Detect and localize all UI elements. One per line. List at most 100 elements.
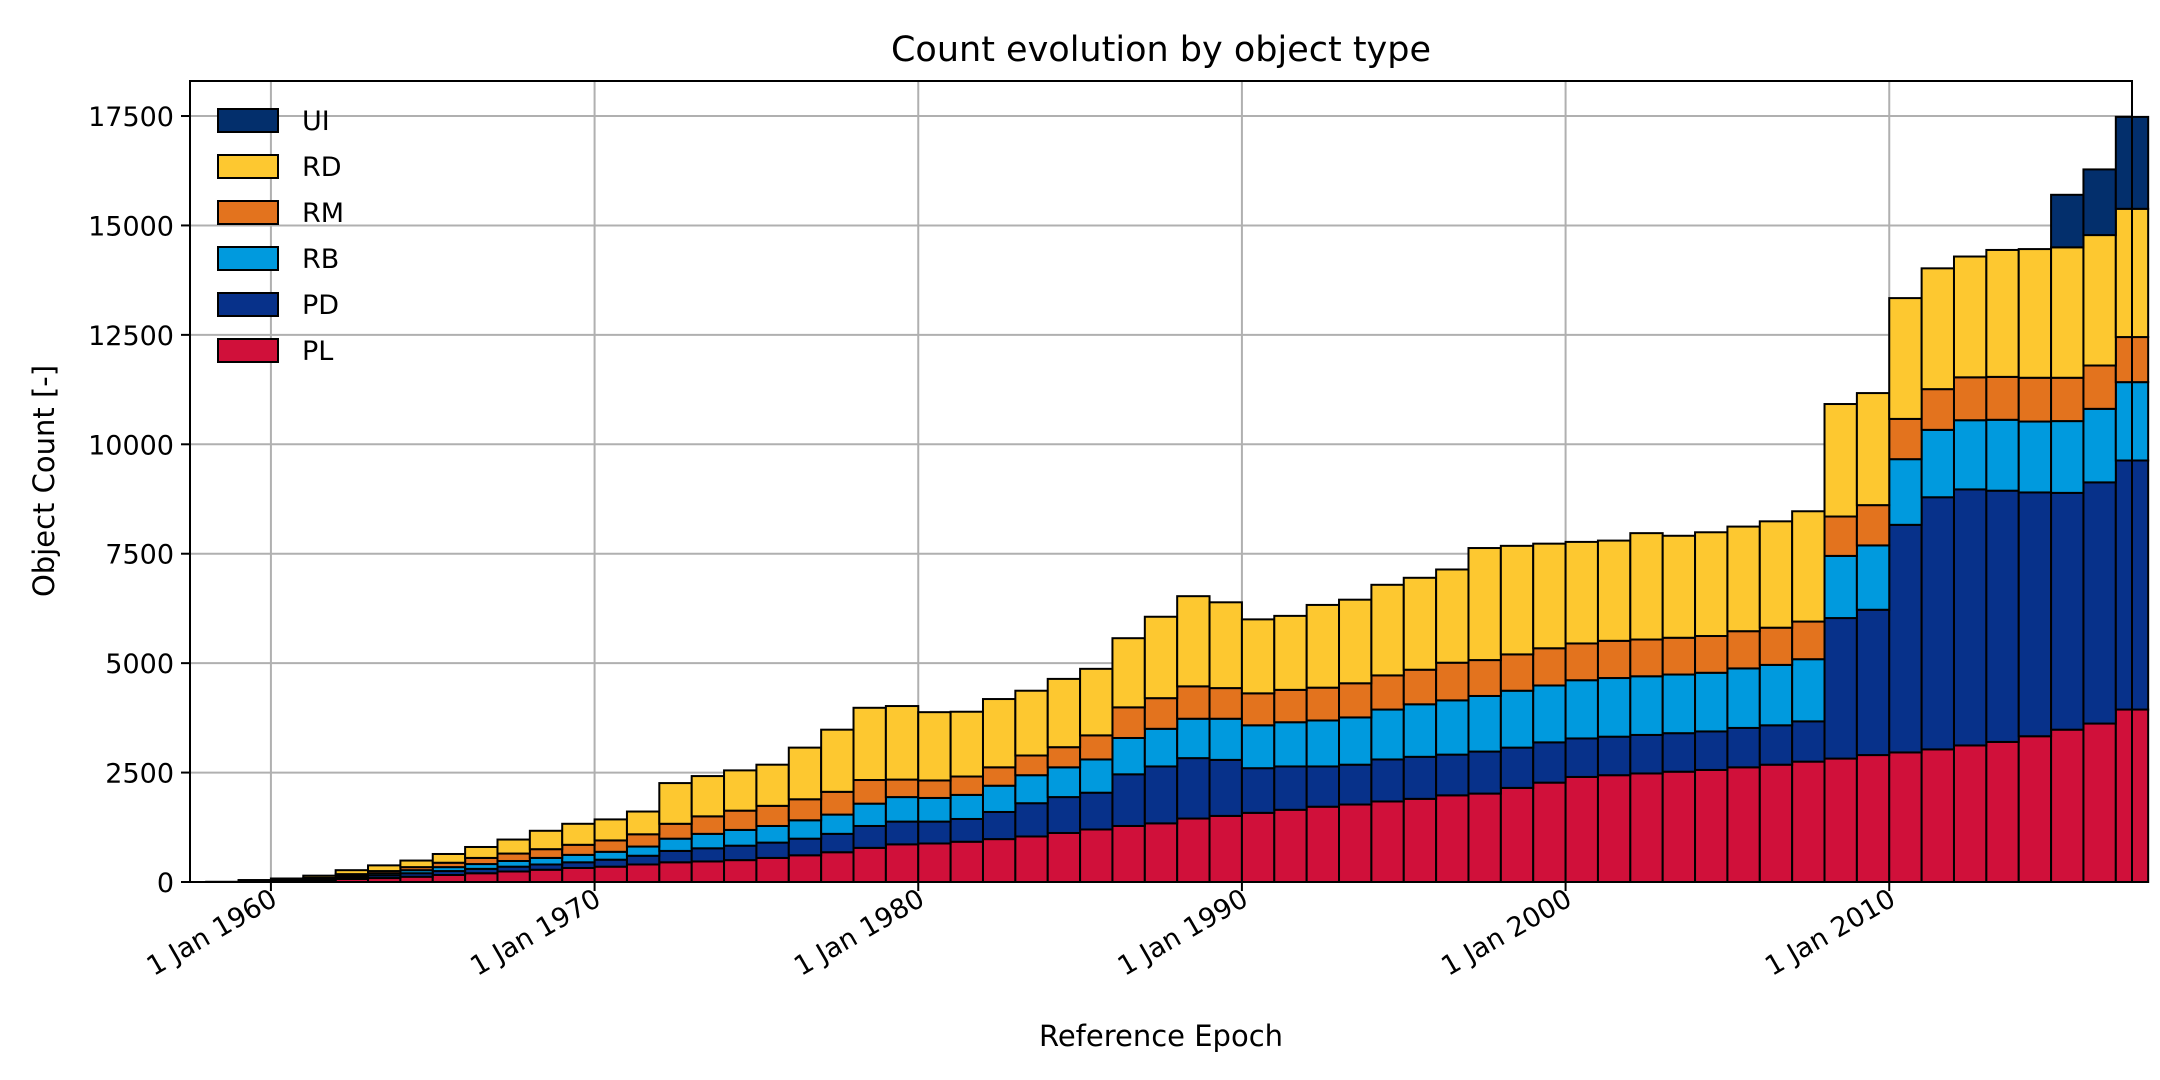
bar-segment-RB bbox=[1920, 428, 1955, 499]
plot-frame bbox=[189, 80, 2133, 883]
bar-segment-PL bbox=[690, 860, 726, 883]
bar-segment-RM bbox=[1920, 388, 1955, 431]
bar-segment-RD bbox=[1370, 583, 1405, 677]
bar-segment-RD bbox=[464, 845, 499, 859]
bar-segment-RM bbox=[1305, 686, 1341, 722]
bar-segment-PD bbox=[1111, 773, 1146, 827]
bar-segment-RB bbox=[658, 837, 693, 852]
bar-segment-PD bbox=[1370, 758, 1405, 803]
bar-segment-PL bbox=[464, 872, 499, 884]
y-tick-label: 15000 bbox=[88, 211, 174, 242]
bar-segment-RD bbox=[561, 822, 596, 846]
bar-segment-RB bbox=[1338, 716, 1373, 766]
bar-segment-PD bbox=[1532, 741, 1567, 784]
bar-segment-RB bbox=[561, 853, 596, 864]
bar-segment-RB bbox=[1952, 419, 1988, 491]
bar-segment-RM bbox=[1467, 659, 1502, 697]
bar-segment-PD bbox=[1694, 730, 1729, 771]
legend-item-UI: UI bbox=[217, 106, 330, 137]
bar-segment-RB bbox=[723, 828, 758, 847]
bar-segment-RB bbox=[625, 845, 661, 857]
bar-segment-RB bbox=[1855, 544, 1891, 611]
bar-segment-RM bbox=[884, 778, 920, 799]
bar-segment-RB bbox=[1176, 717, 1211, 760]
bar-segment-PL bbox=[949, 840, 984, 883]
bar-segment-PL bbox=[884, 843, 920, 883]
bar-segment-RM bbox=[1014, 754, 1049, 777]
bar-segment-RD bbox=[334, 869, 370, 876]
bar-segment-PD bbox=[949, 817, 984, 843]
bar-segment-RM bbox=[1435, 661, 1470, 702]
bar-segment-RM bbox=[949, 775, 984, 796]
bar-segment-RD bbox=[1208, 601, 1243, 690]
bar-segment-RD bbox=[1467, 547, 1502, 662]
bar-segment-PD bbox=[1596, 735, 1632, 777]
y-tick-label: 17500 bbox=[88, 102, 174, 133]
x-axis-label: Reference Epoch bbox=[1039, 1019, 1283, 1053]
bar-segment-PD bbox=[1143, 765, 1179, 825]
bar-segment-RM bbox=[981, 766, 1017, 787]
bar-segment-PD bbox=[787, 837, 823, 857]
bar-segment-RM bbox=[1046, 746, 1082, 769]
y-axis: 0 2500 5000 7500 10000 12500 15000 17500 bbox=[88, 102, 190, 899]
bar-segment-PD bbox=[1467, 750, 1502, 795]
bar-segment-PL bbox=[1143, 822, 1179, 883]
x-tick-label: 1 Jan 2010 bbox=[1760, 883, 1901, 982]
bar-segment-RD bbox=[2017, 248, 2053, 379]
bar-segment-RM bbox=[1499, 653, 1535, 692]
bar-segment-RM bbox=[1952, 376, 1988, 422]
bar-segment-RD bbox=[723, 769, 758, 812]
bar-segment-PD bbox=[820, 832, 855, 854]
bar-segment-RM bbox=[1823, 515, 1858, 557]
bar-segment-RM bbox=[1143, 697, 1179, 730]
bar-segment-PL bbox=[981, 838, 1017, 883]
bar-segment-PL bbox=[1240, 811, 1276, 884]
bar-segment-PD bbox=[1564, 737, 1599, 778]
bar-segment-RD bbox=[1726, 525, 1761, 633]
series-RD bbox=[237, 207, 2150, 882]
legend-swatch bbox=[217, 246, 279, 271]
bar-segment-RD bbox=[1305, 603, 1341, 689]
bar-segment-PD bbox=[1985, 489, 2020, 743]
legend-label: RB bbox=[302, 244, 339, 275]
bar-segment-RB bbox=[1273, 721, 1308, 768]
bar-segment-PD bbox=[2017, 491, 2053, 738]
bar-segment-PD bbox=[1758, 724, 1794, 766]
bar-segment-PD bbox=[593, 858, 628, 868]
bar-segment-RD bbox=[496, 838, 531, 855]
bar-segment-RD bbox=[1564, 540, 1599, 645]
bar-segment-RD bbox=[787, 746, 823, 801]
bar-segment-RB bbox=[1370, 708, 1405, 761]
bar-segment-RB bbox=[1467, 694, 1502, 753]
bar-segment-RB bbox=[1305, 719, 1341, 768]
bar-segment-RD bbox=[237, 879, 272, 882]
bar-segment-PL bbox=[1758, 763, 1794, 883]
bar-segment-RM bbox=[1564, 642, 1599, 682]
bar-segment-PL bbox=[1596, 774, 1632, 884]
bar-segment-RD bbox=[1014, 689, 1049, 757]
bar-segment-RM bbox=[1888, 417, 1923, 461]
bar-segment-RM bbox=[1532, 647, 1567, 687]
bar-segment-RM bbox=[561, 843, 596, 856]
bar-segment-PD bbox=[1726, 726, 1761, 769]
bar-segment-PD bbox=[1079, 791, 1114, 831]
legend-item-RB: RB bbox=[217, 244, 339, 275]
bar-segment-RB bbox=[1823, 554, 1858, 620]
bar-segment-RB bbox=[755, 824, 790, 844]
bar-segment-RB bbox=[1532, 684, 1567, 744]
bar-segment-RM bbox=[1596, 639, 1632, 680]
bar-segment-PD bbox=[1240, 767, 1276, 814]
bar-segment-RM bbox=[1338, 682, 1373, 719]
bar-segment-RB bbox=[1208, 717, 1243, 761]
legend-swatch bbox=[217, 154, 279, 179]
bar-segment-PD bbox=[1208, 758, 1243, 817]
bar-segment-PL bbox=[431, 873, 467, 883]
bar-segment-PD bbox=[917, 820, 952, 845]
bar-segment-PD bbox=[1791, 720, 1826, 763]
y-tick-label: 0 bbox=[157, 868, 174, 899]
legend: UI RD RM RB PD PL bbox=[217, 106, 344, 367]
bar-segment-PL bbox=[1435, 794, 1470, 883]
legend-item-RD: RD bbox=[217, 152, 342, 183]
bar-segment-PL bbox=[852, 846, 887, 883]
bar-segment-RB bbox=[1629, 675, 1664, 736]
